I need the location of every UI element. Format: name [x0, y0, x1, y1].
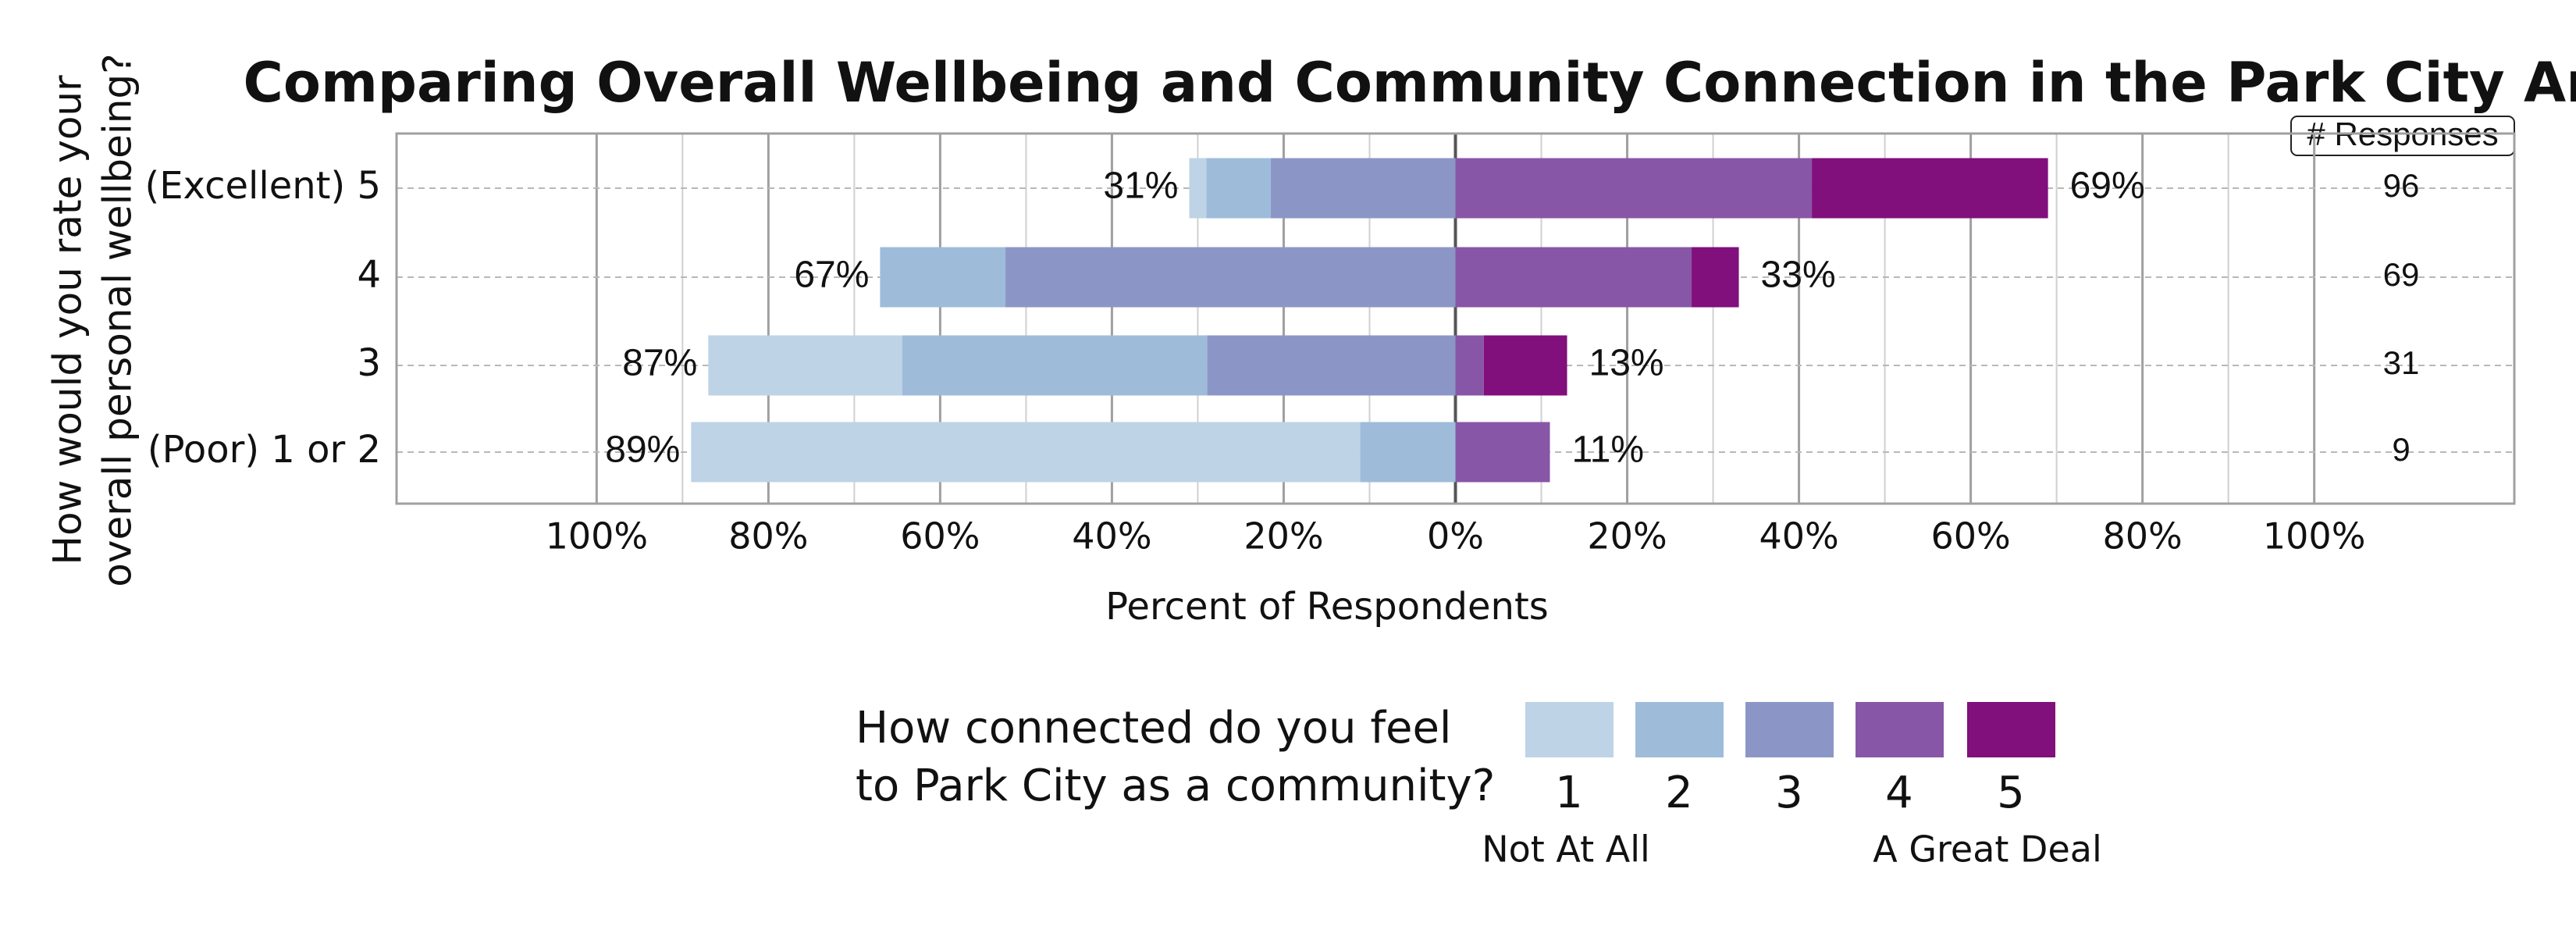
y-axis-label: How would you rate your — [45, 75, 91, 565]
x-tick-label: 100% — [546, 515, 649, 558]
legend-swatch — [1856, 702, 1944, 757]
legend-title: to Park City as a community? — [856, 761, 1495, 811]
total-label-left: 67% — [794, 255, 869, 296]
legend-swatch — [1745, 702, 1834, 757]
legend-swatch — [1635, 702, 1724, 757]
bar-segment — [1455, 335, 1484, 396]
total-label-right: 11% — [1572, 429, 1645, 471]
response-count: 96 — [2383, 167, 2420, 204]
bar-segment — [1270, 158, 1456, 219]
y-tick-label: 4 — [357, 253, 381, 297]
bar-segment — [1455, 247, 1692, 308]
x-tick-label: 60% — [900, 515, 980, 558]
legend-label: 4 — [1885, 768, 1913, 818]
x-tick-label: 60% — [1930, 515, 2010, 558]
x-tick-label: 0% — [1427, 515, 1484, 558]
legend-low-label: Not At All — [1482, 828, 1650, 871]
x-tick-label: 80% — [2103, 515, 2183, 558]
y-tick-label: (Excellent) 5 — [144, 164, 381, 208]
bar-segment — [1455, 158, 1813, 219]
legend-swatch — [1525, 702, 1614, 757]
response-count: 9 — [2392, 431, 2410, 468]
x-tick-label: 80% — [728, 515, 808, 558]
total-label-left: 89% — [605, 429, 680, 471]
legend-label: 5 — [1997, 768, 2025, 818]
bar-segment — [1692, 247, 1739, 308]
response-count: 31 — [2383, 344, 2420, 381]
legend-title: How connected do you feel — [856, 703, 1452, 754]
legend-label: 3 — [1775, 768, 1803, 818]
total-label-right: 69% — [2070, 166, 2145, 207]
bar-segment — [1483, 335, 1567, 396]
legend-swatch — [1967, 702, 2055, 757]
bar-segment — [691, 422, 1361, 483]
bar-segment — [1005, 247, 1456, 308]
response-count: 69 — [2383, 256, 2420, 293]
total-label-left: 87% — [622, 343, 697, 384]
chart-title: Comparing Overall Wellbeing and Communit… — [244, 51, 2576, 115]
legend-high-label: A Great Deal — [1873, 828, 2101, 871]
y-tick-label: (Poor) 1 or 2 — [148, 428, 381, 472]
x-axis-label: Percent of Respondents — [1105, 585, 1549, 629]
total-label-left: 31% — [1103, 166, 1178, 207]
y-axis-label-group: How would you rate your overall personal… — [45, 53, 141, 586]
x-tick-label: 20% — [1244, 515, 1323, 558]
bar-segment — [1360, 422, 1456, 483]
x-tick-label: 20% — [1587, 515, 1667, 558]
x-tick-label: 100% — [2263, 515, 2366, 558]
x-tick-label: 40% — [1072, 515, 1151, 558]
y-tick-label: 3 — [357, 341, 381, 385]
bar-segment — [902, 335, 1208, 396]
total-label-right: 13% — [1589, 343, 1664, 384]
plot-frame — [395, 132, 2516, 505]
bar-segment — [1206, 158, 1271, 219]
bar-segment — [1812, 158, 2048, 219]
total-label-right: 33% — [1761, 255, 1836, 296]
x-tick-label: 40% — [1759, 515, 1838, 558]
bar-segment — [880, 247, 1006, 308]
bar-segment — [1455, 422, 1550, 483]
y-axis-label: overall personal wellbeing? — [95, 53, 141, 586]
bar-segment — [1189, 158, 1207, 219]
bar-segment — [708, 335, 902, 396]
legend-label: 2 — [1665, 768, 1693, 818]
legend-label: 1 — [1555, 768, 1583, 818]
bar-segment — [1207, 335, 1456, 396]
